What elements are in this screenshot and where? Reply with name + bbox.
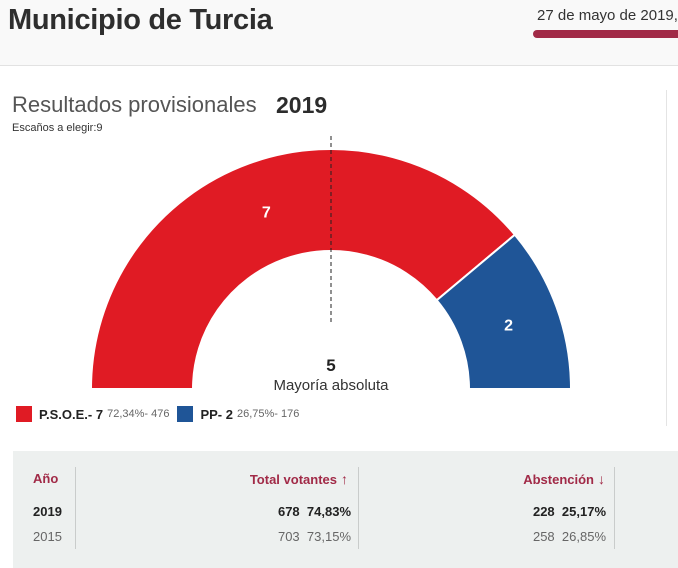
arrow-up-icon: ↑ bbox=[341, 471, 348, 487]
seats-to-elect: Escaños a elegir:9 bbox=[12, 122, 103, 134]
row-2015-year: 2015 bbox=[33, 529, 62, 544]
sort-abstention[interactable]: Abstención ↓ bbox=[523, 471, 605, 487]
row-2015-voters: 703 73,15% bbox=[278, 529, 351, 544]
column-divider bbox=[666, 90, 667, 426]
chart-legend: P.S.O.E.- 7 72,34%- 476 PP- 2 26,75%- 17… bbox=[16, 404, 307, 424]
row-2015-abst-count: 258 bbox=[532, 529, 555, 544]
majority-value: 5 bbox=[326, 356, 335, 375]
legend-label-pp: PP- 2 bbox=[200, 406, 233, 422]
row-2015-abstention: 258 26,85% bbox=[533, 529, 606, 544]
row-2015-voters-count: 703 bbox=[277, 529, 300, 544]
arrow-down-icon: ↓ bbox=[598, 471, 605, 487]
header-bar: Municipio de Turcia 27 de mayo de 2019, bbox=[0, 0, 678, 66]
header-year-label: Año bbox=[33, 471, 59, 486]
legend-item-psoe: P.S.O.E.- 7 72,34%- 476 bbox=[16, 406, 169, 422]
sort-total-voters[interactable]: Total votantes ↑ bbox=[250, 471, 348, 487]
legend-detail-psoe: 72,34%- 476 bbox=[107, 408, 170, 420]
election-date: 27 de mayo de 2019, bbox=[537, 7, 678, 24]
header-voters-label: Total votantes bbox=[249, 472, 337, 487]
row-2019-voters: 678 74,83% bbox=[278, 504, 351, 519]
row-2019-year: 2019 bbox=[33, 504, 62, 519]
row-2019-voters-count: 678 bbox=[277, 504, 300, 519]
seat-segment-pp[interactable] bbox=[435, 233, 573, 390]
header-abstention-label: Abstención bbox=[523, 472, 594, 487]
seat-segment-psoe[interactable] bbox=[89, 148, 517, 390]
row-2015-abst-pct: 26,85% bbox=[561, 529, 606, 544]
results-year: 2019 bbox=[276, 92, 328, 118]
legend-detail-pp: 26,75%- 176 bbox=[236, 408, 300, 420]
date-underline bbox=[533, 30, 678, 38]
legend-swatch-psoe bbox=[16, 406, 32, 422]
results-title: Resultados provisionales bbox=[12, 92, 257, 117]
legend-swatch-pp bbox=[177, 406, 194, 422]
table-separator bbox=[614, 467, 615, 549]
table-separator bbox=[358, 467, 359, 549]
row-2019-abst-pct: 25,17% bbox=[561, 504, 606, 519]
row-2019-abstention: 228 25,17% bbox=[533, 504, 606, 519]
row-2015-voters-pct: 73,15% bbox=[306, 529, 351, 544]
row-2019-abst-count: 228 bbox=[532, 504, 555, 519]
header-year: Año bbox=[33, 471, 58, 486]
participation-table: Año Total votantes ↑ Abstención ↓ 2019 678… bbox=[13, 451, 678, 568]
majority-label: Mayoría absoluta bbox=[273, 377, 389, 394]
legend-item-pp: PP- 2 26,75%- 176 bbox=[177, 406, 299, 422]
municipality-title: Municipio de Turcia bbox=[8, 4, 273, 36]
legend-label-psoe: P.S.O.E.- 7 bbox=[39, 406, 104, 422]
election-date-tab[interactable]: 27 de mayo de 2019, bbox=[533, 6, 678, 38]
seats-chart: 7 2 5 Mayoría absoluta bbox=[89, 136, 573, 394]
seat-count-label: 7 bbox=[262, 204, 271, 221]
row-2019-voters-pct: 74,83% bbox=[306, 504, 351, 519]
seat-count-label: 2 bbox=[504, 317, 513, 334]
table-separator bbox=[75, 467, 76, 549]
